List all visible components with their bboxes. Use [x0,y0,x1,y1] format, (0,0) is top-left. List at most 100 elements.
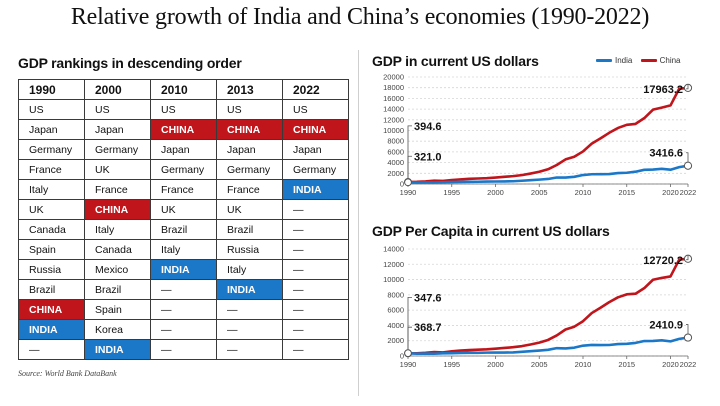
gdp-ytick-label: 12000 [383,115,404,124]
legend-china-label: China [659,56,681,65]
rank-cell-1990-9: Russia [18,259,85,280]
rank-cell-2013-9: Italy [216,259,283,280]
pc-ytick-label: 8000 [387,290,404,299]
table-row: France UK Germany Germany Germany [18,159,349,180]
rank-cell-2010-9: INDIA [150,259,217,280]
gdp-xtick-label: 2022 [680,188,697,197]
pc-label-china-start: 347.6 [414,292,442,304]
rank-cell-1990-13: — [18,339,85,360]
rank-cell-1990-2: Japan [18,119,85,140]
gdp-ytick-label: 18000 [383,83,404,92]
gdp-ytick-label: 20000 [383,73,404,82]
table-row: Russia Mexico INDIA Italy — [18,259,349,280]
page-title: Relative growth of India and China’s eco… [70,4,650,30]
rank-cell-2013-4: Germany [216,159,283,180]
rank-cell-1990-12: INDIA [18,319,85,340]
rank-cell-2013-12: — [216,319,283,340]
table-row: UK CHINA UK UK — [18,199,349,220]
gdp-leader [407,155,412,179]
pc-marker-china-1990 [404,349,412,358]
gdp-ytick-label: 0 [400,180,404,189]
source-note: Source: World Bank DataBank [18,369,117,378]
gdp-xtick-label: 2005 [531,188,548,197]
gdp-marker-china-1990 [404,177,412,186]
pc-label-china-end: 12720.2 [643,255,683,267]
rankings-header-row: 1990 2000 2010 2013 2022 [18,79,349,100]
pc-ytick-label: 10000 [383,275,404,284]
rank-cell-2022-8: — [282,239,349,260]
pc-xtick-label: 2020 [662,360,679,369]
rank-cell-1990-4: France [18,159,85,180]
rank-cell-1990-1: US [18,99,85,120]
rank-cell-2000-6: CHINA [84,199,151,220]
gdp-per-capita-chart-title: GDP Per Capita in current US dollars [372,223,610,239]
rankings-col-2022: 2022 [282,79,349,100]
rank-cell-2022-3: Japan [282,139,349,160]
rank-cell-2013-13: — [216,339,283,360]
pc-xtick-label: 2022 [680,360,697,369]
rankings-title: GDP rankings in descending order [18,55,242,71]
pc-ytick-label: 12000 [383,260,404,269]
rank-cell-2010-6: UK [150,199,217,220]
gdp-ytick-label: 16000 [383,94,404,103]
table-row: CHINA Spain — — — [18,299,349,320]
rank-cell-1990-7: Canada [18,219,85,240]
rank-cell-2022-12: — [282,319,349,340]
pc-leader [686,324,689,334]
rank-cell-2022-5: INDIA [282,179,349,200]
gdp-xtick-label: 2010 [575,188,592,197]
table-row: Germany Germany Japan Japan Japan [18,139,349,160]
rankings-col-2010: 2010 [150,79,217,100]
rankings-col-2000: 2000 [84,79,151,100]
rank-cell-2022-1: US [282,99,349,120]
pc-xtick-label: 2000 [487,360,504,369]
rank-cell-1990-8: Spain [18,239,85,260]
rank-cell-2013-10: INDIA [216,279,283,300]
pc-xtick-label: 2005 [531,360,548,369]
gdp-ytick-label: 10000 [383,126,404,135]
rank-cell-2013-11: — [216,299,283,320]
pc-xtick-label: 2010 [575,360,592,369]
rank-cell-1990-3: Germany [18,139,85,160]
rank-cell-2000-13: INDIA [84,339,151,360]
gdp-leader [686,84,689,90]
rank-cell-2013-5: France [216,179,283,200]
rank-cell-2010-10: — [150,279,217,300]
rank-cell-2000-10: Brazil [84,279,151,300]
pc-label-india-start: 368.7 [414,322,442,334]
table-row: Brazil Brazil — INDIA — [18,279,349,300]
legend-china-swatch [640,59,657,63]
pc-marker-china-2022 [683,254,693,263]
rank-cell-1990-11: CHINA [18,299,85,320]
pc-leader [407,296,412,350]
gdp-marker-india-1990 [404,178,412,187]
chart-legend: India China [596,56,681,65]
gdp-label-china-end: 17963.2 [643,84,683,96]
pc-label-india-end: 2410.9 [649,320,683,332]
rank-cell-2000-3: Germany [84,139,151,160]
rank-cell-2022-6: — [282,199,349,220]
rank-cell-2013-6: UK [216,199,283,220]
gdp-xtick-label: 1995 [443,188,460,197]
rankings-col-2013: 2013 [216,79,283,100]
pc-ytick-label: 4000 [387,321,404,330]
pc-ytick-label: 2000 [387,336,404,345]
rank-cell-2000-11: Spain [84,299,151,320]
table-row: Canada Italy Brazil Brazil — [18,219,349,240]
rank-cell-2000-7: Italy [84,219,151,240]
gdp-series-china [406,86,690,184]
rank-cell-2013-7: Brazil [216,219,283,240]
gdp-ytick-label: 8000 [387,137,404,146]
gdp-ytick-label: 2000 [387,169,404,178]
rank-cell-2010-5: France [150,179,217,200]
rank-cell-1990-5: Italy [18,179,85,200]
rank-cell-2000-5: France [84,179,151,200]
gdp-xtick-label: 1990 [400,188,417,197]
pc-xtick-label: 1995 [443,360,460,369]
rank-cell-2013-8: Russia [216,239,283,260]
rank-cell-2022-11: — [282,299,349,320]
rankings-table: 1990 2000 2010 2013 2022 US US US US US Japan Japa… [18,79,349,360]
panel-divider [358,50,359,396]
rank-cell-2022-7: — [282,219,349,240]
gdp-marker-india-2022 [683,161,693,170]
